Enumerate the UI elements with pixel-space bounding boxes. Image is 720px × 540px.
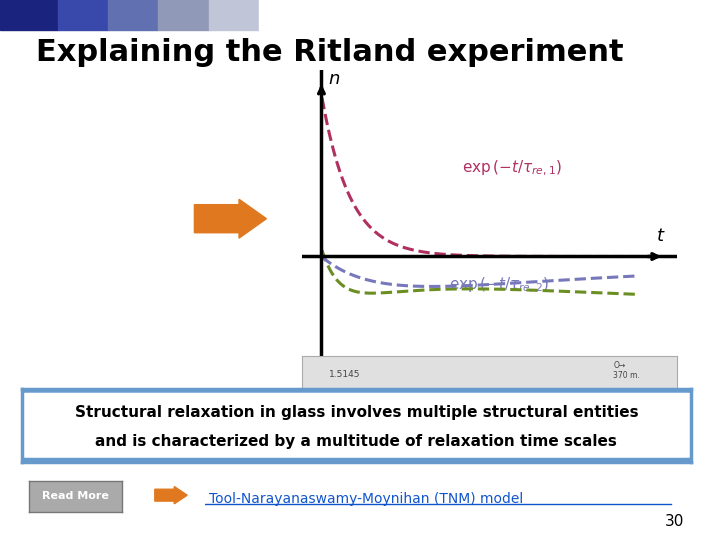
- Text: and is characterized by a multitude of relaxation time scales: and is characterized by a multitude of r…: [96, 434, 617, 449]
- Text: $\exp\left(-t/\tau_{re,1}\right)$: $\exp\left(-t/\tau_{re,1}\right)$: [462, 159, 562, 178]
- Text: $n$: $n$: [328, 70, 340, 88]
- Text: Tool-Narayanaswamy-Moynihan (TNM) model: Tool-Narayanaswamy-Moynihan (TNM) model: [209, 492, 523, 507]
- Text: $t$: $t$: [656, 227, 666, 245]
- Text: O→
370 m.: O→ 370 m.: [613, 361, 640, 380]
- FancyBboxPatch shape: [15, 391, 698, 460]
- Text: 1.5145: 1.5145: [328, 370, 360, 379]
- Text: Explaining the Ritland experiment: Explaining the Ritland experiment: [36, 38, 624, 67]
- Text: $\exp\left(-t/\tau_{re,2}\right)$: $\exp\left(-t/\tau_{re,2}\right)$: [449, 275, 549, 295]
- FancyArrow shape: [155, 487, 187, 504]
- Text: Read More: Read More: [42, 491, 109, 501]
- Text: Structural relaxation in glass involves multiple structural entities: Structural relaxation in glass involves …: [75, 404, 638, 420]
- Text: 30: 30: [665, 514, 684, 529]
- FancyArrow shape: [194, 199, 266, 238]
